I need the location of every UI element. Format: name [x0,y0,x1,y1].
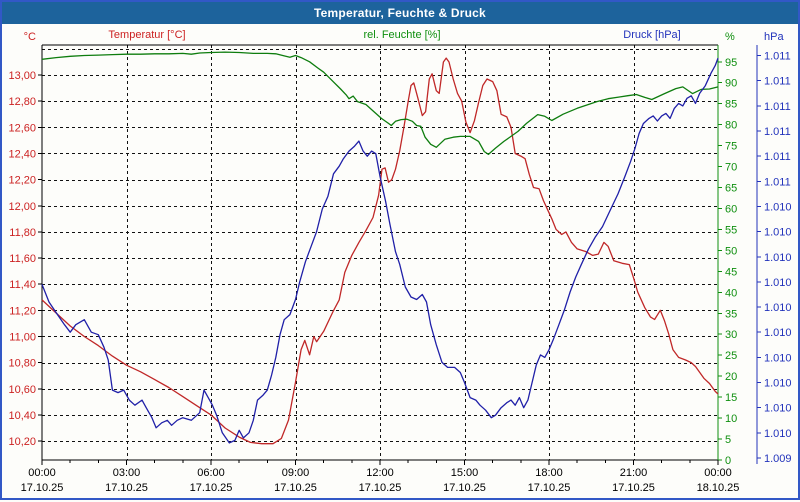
pressure-tick-label: 1.010 [764,277,792,289]
x-date-label: 18.10.25 [697,482,740,494]
temp-tick-label: 10,80 [8,358,36,370]
humidity-axis-title: rel. Feuchte [%] [363,29,441,41]
window-title: Temperatur, Feuchte & Druck [314,6,486,20]
humidity-tick-label: 40 [725,287,737,299]
x-time-label: 00:00 [28,467,56,479]
pressure-tick-label: 1.010 [764,302,792,314]
humidity-tick-label: 20 [725,371,737,383]
humidity-tick-label: 75 [725,141,737,153]
pressure-tick-label: 1.010 [764,352,792,364]
temp-tick-label: 12,60 [8,122,36,134]
pressure-axis-unit: hPa [764,31,784,43]
pressure-tick-label: 1.010 [764,201,792,213]
temp-axis-title: Temperatur [°C] [108,29,186,41]
humidity-tick-label: 35 [725,308,737,320]
pressure-tick-label: 1.010 [764,252,792,264]
x-date-label: 17.10.25 [443,482,486,494]
humidity-tick-label: 80 [725,120,737,132]
humidity-axis-unit: % [725,31,735,43]
temp-tick-label: 10,40 [8,410,36,422]
pressure-tick-label: 1.011 [764,76,791,88]
temp-tick-label: 10,60 [8,384,36,396]
humidity-tick-label: 90 [725,78,737,90]
x-date-label: 17.10.25 [21,482,64,494]
humidity-tick-label: 5 [725,434,731,446]
x-date-label: 17.10.25 [105,482,148,494]
pressure-tick-label: 1.010 [764,227,792,239]
temp-tick-label: 12,20 [8,175,36,187]
humidity-tick-label: 10 [725,413,737,425]
x-time-label: 06:00 [197,467,225,479]
x-time-label: 21:00 [620,467,648,479]
humidity-tick-label: 0 [725,455,731,467]
humidity-tick-label: 95 [725,57,737,69]
pressure-axis-title: Druck [hPa] [623,29,681,41]
window-titlebar[interactable]: Temperatur, Feuchte & Druck [2,2,798,24]
temperature-curve [41,57,719,445]
temp-axis-unit: °C [24,31,36,43]
x-time-label: 00:00 [704,467,732,479]
x-date-label: 17.10.25 [528,482,571,494]
humidity-tick-label: 70 [725,162,737,174]
x-time-label: 18:00 [535,467,563,479]
temp-tick-label: 12,40 [8,148,36,160]
x-date-label: 17.10.25 [274,482,317,494]
temp-tick-label: 11,20 [9,305,36,317]
temp-tick-label: 11,80 [9,227,36,239]
temp-tick-label: 13,00 [8,70,36,82]
humidity-tick-label: 45 [725,266,737,278]
temp-tick-label: 10,20 [8,436,36,448]
humidity-tick-label: 85 [725,99,737,111]
x-time-label: 12:00 [366,467,394,479]
pressure-tick-label: 1.010 [764,327,792,339]
temp-tick-label: 12,80 [8,96,36,108]
pressure-tick-label: 1.011 [764,151,791,163]
pressure-tick-label: 1.011 [764,126,791,138]
humidity-curve [41,51,719,156]
x-time-label: 15:00 [451,467,479,479]
pressure-tick-label: 1.011 [764,101,791,113]
humidity-tick-label: 55 [725,224,737,236]
temp-tick-label: 12,00 [8,201,36,213]
pressure-tick-label: 1.011 [764,176,791,188]
humidity-tick-label: 30 [725,329,737,341]
x-date-label: 17.10.25 [612,482,655,494]
pressure-tick-label: 1.010 [764,403,792,415]
pressure-tick-label: 1.010 [764,428,792,440]
x-date-label: 17.10.25 [190,482,233,494]
humidity-tick-label: 60 [725,203,737,215]
x-time-label: 09:00 [282,467,310,479]
humidity-tick-label: 50 [725,245,737,257]
temp-tick-label: 11,60 [9,253,36,265]
x-date-label: 17.10.25 [359,482,402,494]
humidity-tick-label: 15 [725,392,737,404]
temp-tick-label: 11,00 [9,331,36,343]
humidity-tick-label: 25 [725,350,737,362]
x-time-label: 03:00 [113,467,141,479]
temp-tick-label: 11,40 [9,279,36,291]
pressure-tick-label: 1.009 [764,453,792,465]
humidity-tick-label: 65 [725,183,737,195]
pressure-tick-label: 1.011 [764,51,791,63]
pressure-curve [41,57,719,444]
pressure-tick-label: 1.010 [764,378,792,390]
